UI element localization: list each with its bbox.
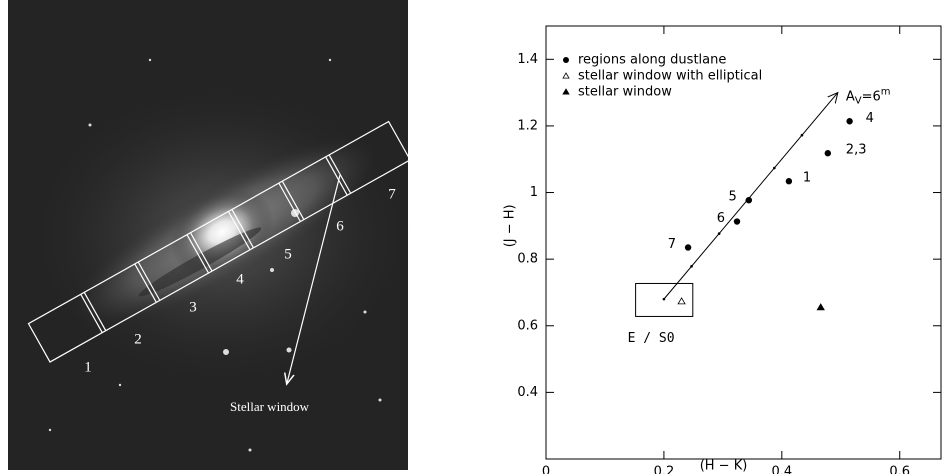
x-tick-label: 0.4 [771,465,792,474]
y-tick-label: 1 [530,185,538,200]
vector-step [773,167,776,170]
e-s0-label: E / S0 [628,331,675,346]
legend-label: regions along dustlane [578,53,726,68]
region-label: 4 [236,271,244,287]
point [746,197,752,203]
y-axis-label: (J − H) [503,204,518,247]
region-label: 6 [336,218,344,234]
figure: Stellar window 123456700.20.40.60.40.60.… [0,0,944,474]
y-tick-label: 1.2 [517,118,538,133]
point-label: 5 [729,190,737,205]
point-label: 2,3 [846,143,867,158]
galaxy-image: Stellar window [8,0,410,470]
caption: Stellar window [230,399,310,414]
point [786,178,792,184]
point [846,118,852,124]
legend-marker [563,89,569,94]
vector-step [663,298,666,301]
x-axis-label: (H − K) [700,459,748,474]
vector-label-part: A [846,89,855,104]
point-label: 7 [668,237,676,252]
point-label: 1 [803,171,811,186]
vector-step [718,232,721,235]
legend-label: stellar window with elliptical [578,69,762,84]
x-tick-label: 0.2 [654,465,675,474]
x-tick-label: 0 [542,465,550,474]
point [734,218,740,224]
point-label: 4 [866,111,874,126]
legend-marker [563,57,569,63]
legend-marker [563,73,569,78]
x-tick-label: 0.6 [889,465,910,474]
y-tick-label: 0.4 [517,385,538,400]
vector-step [690,265,693,268]
region-label: 2 [134,331,142,347]
reddening-vector [664,93,838,300]
vector-step [801,134,804,137]
point [825,150,831,156]
point-label: 6 [717,211,725,226]
vector-label-part: m [881,87,891,98]
vector-label: AV=6m [846,87,891,107]
y-tick-label: 0.8 [517,252,538,267]
region-label: 5 [284,246,292,262]
region-label: 3 [189,299,197,315]
y-tick-label: 1.4 [517,52,538,67]
vector-label-part: =6 [862,89,881,104]
legend-label: stellar window [578,85,672,100]
point [685,244,691,250]
point [678,298,685,304]
point [817,304,824,310]
y-tick-label: 0.6 [517,318,538,333]
region-label: 1 [84,359,92,375]
region-label: 7 [388,186,396,202]
